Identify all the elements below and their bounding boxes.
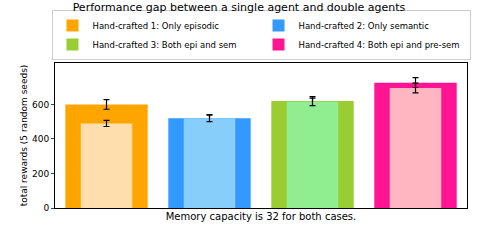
svg-text:Hand-crafted 1: Only episodic: Hand-crafted 1: Only episodic <box>93 21 220 31</box>
svg-text:400: 400 <box>32 134 49 144</box>
svg-text:Hand-crafted 3: Both epi and s: Hand-crafted 3: Both epi and sem <box>93 40 237 50</box>
svg-text:total rewards (5 random seeds): total rewards (5 random seeds) <box>19 65 29 207</box>
svg-text:Performance gap between a sing: Performance gap between a single agent a… <box>73 1 406 14</box>
svg-text:Memory capacity is 32 for both: Memory capacity is 32 for both cases. <box>166 211 357 222</box>
svg-text:600: 600 <box>32 100 49 110</box>
svg-text:Hand-crafted 4: Both epi and p: Hand-crafted 4: Both epi and pre-sem <box>299 40 460 50</box>
svg-text:200: 200 <box>32 169 49 179</box>
svg-text:Hand-crafted 2: Only semantic: Hand-crafted 2: Only semantic <box>299 21 430 31</box>
svg-text:0: 0 <box>43 203 49 213</box>
